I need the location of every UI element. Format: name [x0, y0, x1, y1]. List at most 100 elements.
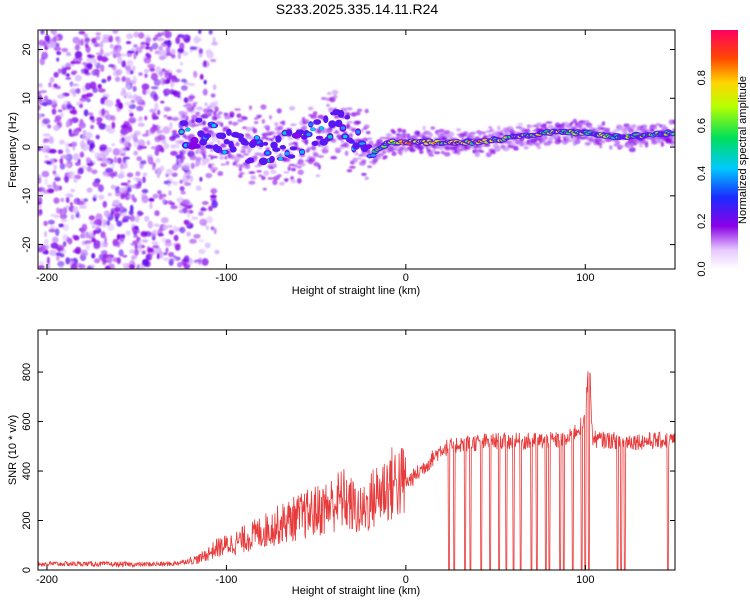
x-tick-label: 100 [576, 272, 594, 284]
noise-blob [198, 248, 206, 255]
ridge-haze [542, 123, 547, 127]
ridge-outer [218, 132, 227, 140]
noise-blob [120, 124, 128, 129]
noise-blob [133, 234, 139, 238]
noise-blob [105, 99, 114, 107]
noise-blob [82, 232, 90, 239]
noise-blob [138, 32, 145, 39]
noise-blob [38, 192, 44, 196]
noise-blob [201, 258, 209, 266]
ridge-haze [558, 126, 566, 129]
noise-blob [198, 30, 202, 35]
ridge-core [327, 135, 333, 139]
noise-blob [98, 194, 105, 200]
noise-blob [119, 234, 125, 243]
noise-blob [46, 188, 55, 194]
noise-blob [146, 140, 150, 146]
colorbar-gradient [711, 30, 738, 269]
ridge-core [185, 127, 191, 132]
noise-blob [109, 51, 116, 55]
ridge-haze [350, 112, 357, 117]
noise-blob [121, 76, 127, 82]
noise-blob [64, 176, 69, 184]
ridge-haze [429, 133, 433, 137]
noise-blob [149, 126, 156, 134]
noise-blob [72, 153, 80, 161]
y-tick-label: 0 [21, 567, 33, 573]
noise-blob [165, 239, 172, 243]
noise-blob [198, 239, 205, 243]
ridge-haze [598, 140, 606, 144]
noise-blob [140, 160, 147, 165]
ridge-core [343, 134, 348, 139]
ridge-haze [202, 153, 207, 159]
x-tick-label: -200 [36, 574, 58, 586]
noise-blob [40, 90, 47, 94]
noise-blob [38, 104, 41, 111]
noise-blob [53, 71, 59, 78]
ridge-haze [536, 145, 542, 150]
noise-blob [57, 94, 65, 99]
ridge-haze [365, 131, 371, 135]
noise-blob [115, 103, 123, 108]
ridge-haze [523, 146, 529, 150]
ridge-haze [304, 139, 309, 146]
ridge-haze [270, 169, 277, 174]
ridge-haze [248, 105, 253, 111]
noise-blob [130, 99, 136, 103]
noise-blob [141, 239, 149, 243]
noise-blob [124, 101, 133, 106]
ridge-core [365, 145, 373, 148]
noise-blob [159, 49, 167, 57]
ridge-outer [295, 129, 305, 135]
noise-blob [128, 116, 137, 124]
ridge-haze [448, 131, 455, 137]
noise-blob [186, 231, 191, 237]
noise-blob [110, 210, 115, 216]
noise-blob [89, 142, 96, 149]
noise-blob [134, 248, 139, 256]
noise-blob [186, 204, 192, 209]
noise-blob [122, 254, 128, 258]
noise-blob [147, 247, 154, 253]
noise-blob [55, 228, 60, 237]
noise-blob [65, 73, 70, 77]
ridge-haze [469, 131, 477, 135]
noise-blob [149, 108, 157, 113]
noise-blob [83, 69, 89, 75]
ridge-core [306, 132, 311, 137]
noise-blob [210, 58, 217, 63]
noise-blob [120, 162, 128, 169]
ridge-haze [368, 140, 374, 146]
ridge-haze [211, 166, 219, 171]
noise-blob [116, 220, 123, 227]
noise-blob [50, 40, 56, 49]
noise-blob [137, 122, 145, 127]
ridge-haze [584, 141, 592, 146]
noise-blob [88, 231, 94, 237]
noise-blob [39, 209, 43, 215]
noise-blob [161, 31, 165, 36]
noise-blob [114, 52, 122, 58]
ridge-outer [203, 133, 212, 139]
ridge-haze [409, 148, 416, 153]
ridge-haze [335, 129, 339, 133]
noise-blob [165, 247, 169, 253]
noise-blob [42, 189, 49, 194]
noise-blob [116, 241, 121, 248]
ridge-haze [258, 146, 263, 150]
colorbar: 0.0 0.2 0.4 0.6 0.8 Normalized spectral ampl… [696, 30, 749, 277]
ridge-haze [320, 96, 327, 101]
noise-blob [127, 179, 131, 184]
noise-blob [48, 219, 55, 225]
ridge-haze [334, 115, 340, 119]
ridge-haze [290, 179, 297, 184]
ridge-haze [184, 112, 188, 115]
noise-blob [149, 201, 153, 210]
ridge-haze [630, 124, 638, 127]
noise-blob [57, 109, 63, 113]
noise-blob [120, 53, 127, 57]
ridge-haze [628, 147, 636, 153]
ridge-haze [180, 154, 186, 161]
ridge-haze [436, 131, 441, 137]
